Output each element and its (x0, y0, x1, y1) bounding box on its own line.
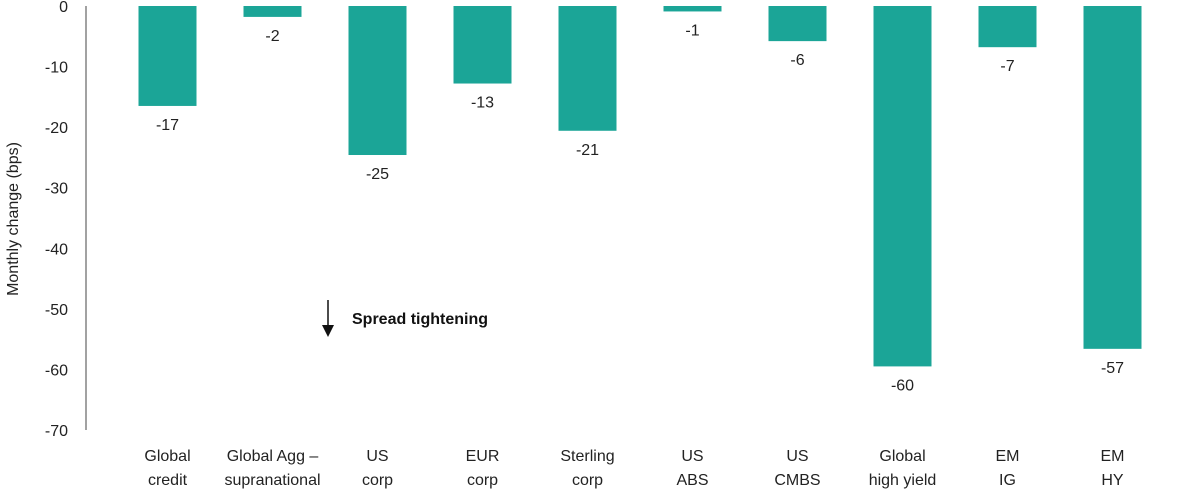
bar (978, 6, 1037, 48)
y-tick-label: -20 (45, 120, 68, 137)
data-label: -6 (790, 52, 804, 69)
data-label: -25 (366, 166, 389, 183)
y-tick-label: -70 (45, 423, 68, 440)
category-label: corp (572, 472, 603, 489)
category-label: supranational (224, 472, 320, 489)
y-tick-label: -40 (45, 241, 68, 258)
annotation-text: Spread tightening (352, 311, 488, 328)
category-label: CMBS (774, 472, 820, 489)
y-axis-title: Monthly change (bps) (5, 142, 22, 296)
bar (453, 6, 512, 84)
bar (243, 6, 302, 17)
category-label: HY (1101, 472, 1124, 489)
y-tick-label: -10 (45, 60, 68, 77)
data-label: -1 (685, 22, 699, 39)
bar (348, 6, 407, 156)
category-label: Global (144, 448, 190, 465)
category-label: US (681, 448, 703, 465)
category-label: IG (999, 472, 1016, 489)
data-label: -13 (471, 95, 494, 112)
data-label: -17 (156, 117, 179, 134)
category-label: credit (148, 472, 188, 489)
bars (138, 6, 1142, 367)
data-label: -21 (576, 142, 599, 159)
category-labels: Global credit Global Agg – supranational US c… (144, 448, 1124, 489)
bar (138, 6, 197, 106)
category-label: ABS (676, 472, 708, 489)
category-label: corp (467, 472, 498, 489)
data-label: -2 (265, 28, 279, 45)
bar (873, 6, 932, 367)
bar (1083, 6, 1142, 349)
y-tick-label: -30 (45, 181, 68, 198)
data-labels: -17 -2 -25 -13 -21 -1 -6 -60 -7 -57 (156, 22, 1124, 394)
data-label: -60 (891, 377, 914, 394)
category-label: EM (1101, 448, 1125, 465)
category-label: US (786, 448, 808, 465)
category-label: high yield (869, 472, 937, 489)
data-label: -7 (1000, 58, 1014, 75)
category-label: Global Agg – (227, 448, 319, 465)
y-tick-label: 0 (59, 0, 68, 16)
category-label: Sterling (560, 448, 614, 465)
y-tick-label: -50 (45, 302, 68, 319)
arrow-head (322, 325, 334, 337)
bar (768, 6, 827, 42)
category-label: EUR (466, 448, 500, 465)
bar (663, 6, 722, 12)
category-label: corp (362, 472, 393, 489)
category-label: US (366, 448, 388, 465)
y-axis-ticks: 0 -10 -20 -30 -40 -50 -60 -70 (45, 0, 68, 440)
category-label: Global (879, 448, 925, 465)
category-label: EM (996, 448, 1020, 465)
bar (558, 6, 617, 131)
spread-annotation: Spread tightening (322, 300, 488, 337)
y-tick-label: -60 (45, 362, 68, 379)
data-label: -57 (1101, 360, 1124, 377)
